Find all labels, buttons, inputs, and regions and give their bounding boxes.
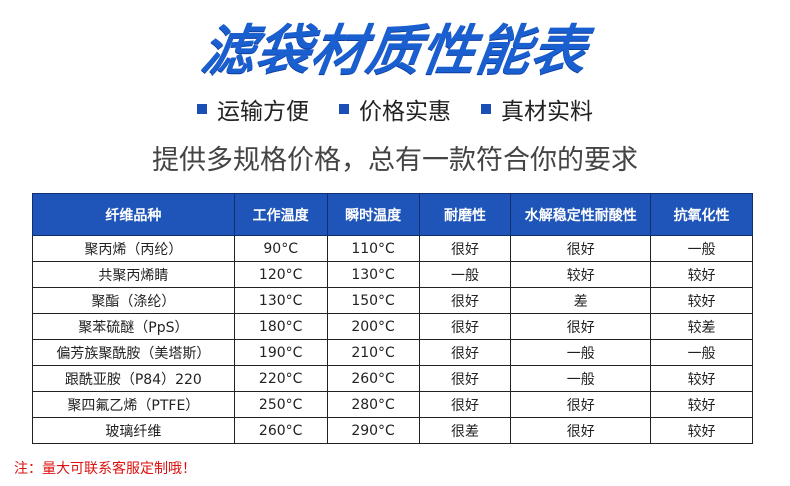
- feature-bullets: 运输方便 价格实惠 真材实料: [0, 92, 790, 126]
- table-cell: 很好: [418, 339, 512, 366]
- column-header: 抗氧化性: [650, 193, 753, 236]
- table-cell: 较好: [650, 261, 753, 288]
- table-cell: 很好: [418, 391, 512, 418]
- table-cell: 90°C: [233, 235, 328, 262]
- column-header: 纤维品种: [32, 193, 235, 236]
- table-cell: 120°C: [233, 261, 328, 288]
- square-bullet-icon: [339, 104, 349, 114]
- table-cell: 220°C: [233, 365, 328, 392]
- note-text: 注：量大可联系客服定制哦！: [14, 461, 196, 477]
- table-cell: 聚丙烯（丙纶）: [32, 235, 235, 262]
- table-cell: 很好: [510, 313, 652, 340]
- table-cell: 110°C: [326, 235, 420, 262]
- table-cell: 较差: [650, 313, 753, 340]
- table-cell: 一般: [510, 365, 652, 392]
- bullet-item: 运输方便: [197, 92, 309, 126]
- square-bullet-icon: [197, 104, 207, 114]
- bullet-item: 真材实料: [481, 92, 593, 126]
- table-cell: 130°C: [326, 261, 420, 288]
- square-bullet-icon: [481, 104, 491, 114]
- table-cell: 200°C: [326, 313, 420, 340]
- table-cell: 一般: [418, 261, 512, 288]
- table-cell: 很好: [510, 235, 652, 262]
- table-cell: 玻璃纤维: [32, 417, 235, 444]
- table-cell: 较好: [650, 365, 753, 392]
- table-cell: 210°C: [326, 339, 420, 366]
- column-header: 工作温度: [233, 193, 328, 236]
- table-cell: 共聚丙烯睛: [32, 261, 235, 288]
- bullet-label: 运输方便: [217, 99, 309, 125]
- table-row: 聚苯硫醚（PpS） 180°C 200°C 很好 很好 较差: [32, 313, 753, 340]
- material-table: 纤维品种 工作温度 瞬时温度 耐磨性 水解稳定性耐酸性 抗氧化性 聚丙烯（丙纶） 90°C 1…: [32, 193, 753, 444]
- table-cell: 很好: [418, 313, 512, 340]
- table-cell: 较好: [650, 417, 753, 444]
- table-row: 跟酰亚胺（P84）220 220°C 260°C 很好 一般 较好: [32, 365, 753, 392]
- table-cell: 聚酯（涤纶）: [32, 287, 235, 314]
- table-cell: 一般: [650, 339, 753, 366]
- table-cell: 260°C: [233, 417, 328, 444]
- column-header: 耐磨性: [418, 193, 512, 236]
- table-row: 聚四氟乙烯（PTFE） 250°C 280°C 很好 很好 较好: [32, 391, 753, 418]
- table-cell: 280°C: [326, 391, 420, 418]
- table-row: 偏芳族聚酰胺（美塔斯） 190°C 210°C 很好 一般 一般: [32, 339, 753, 366]
- table-cell: 一般: [510, 339, 652, 366]
- table-cell: 偏芳族聚酰胺（美塔斯）: [32, 339, 235, 366]
- table-cell: 聚四氟乙烯（PTFE）: [32, 391, 235, 418]
- table-header-row: 纤维品种 工作温度 瞬时温度 耐磨性 水解稳定性耐酸性 抗氧化性: [32, 193, 753, 236]
- table-cell: 很差: [418, 417, 512, 444]
- table-cell: 聚苯硫醚（PpS）: [32, 313, 235, 340]
- table-cell: 290°C: [326, 417, 420, 444]
- table-row: 共聚丙烯睛 120°C 130°C 一般 较好 较好: [32, 261, 753, 288]
- table-row: 玻璃纤维 260°C 290°C 很差 很好 较好: [32, 417, 753, 444]
- table-cell: 一般: [650, 235, 753, 262]
- table-cell: 很好: [418, 235, 512, 262]
- table-cell: 很好: [510, 391, 652, 418]
- table-cell: 较好: [650, 287, 753, 314]
- table-cell: 很好: [418, 287, 512, 314]
- subtitle: 提供多规格价格，总有一款符合你的要求: [152, 145, 638, 176]
- table-cell: 150°C: [326, 287, 420, 314]
- table-cell: 130°C: [233, 287, 328, 314]
- table-cell: 很好: [510, 417, 652, 444]
- table-cell: 很好: [418, 365, 512, 392]
- table-cell: 250°C: [233, 391, 328, 418]
- page-title: 滤袋材质性能表: [197, 19, 592, 82]
- table-cell: 较好: [650, 391, 753, 418]
- table-cell: 较好: [510, 261, 652, 288]
- table-row: 聚酯（涤纶） 130°C 150°C 很好差较好: [32, 287, 753, 314]
- column-header: 水解稳定性耐酸性: [510, 193, 652, 236]
- table-cell: 差: [510, 287, 652, 314]
- table-row: 聚丙烯（丙纶） 90°C 110°C 很好 很好 一般: [32, 235, 753, 262]
- bullet-item: 价格实惠: [339, 92, 451, 126]
- table-cell: 190°C: [233, 339, 328, 366]
- column-header: 瞬时温度: [326, 193, 420, 236]
- bullet-label: 价格实惠: [359, 99, 451, 125]
- table-cell: 跟酰亚胺（P84）220: [32, 365, 235, 392]
- bullet-label: 真材实料: [501, 99, 593, 125]
- table-cell: 260°C: [326, 365, 420, 392]
- table-cell: 180°C: [233, 313, 328, 340]
